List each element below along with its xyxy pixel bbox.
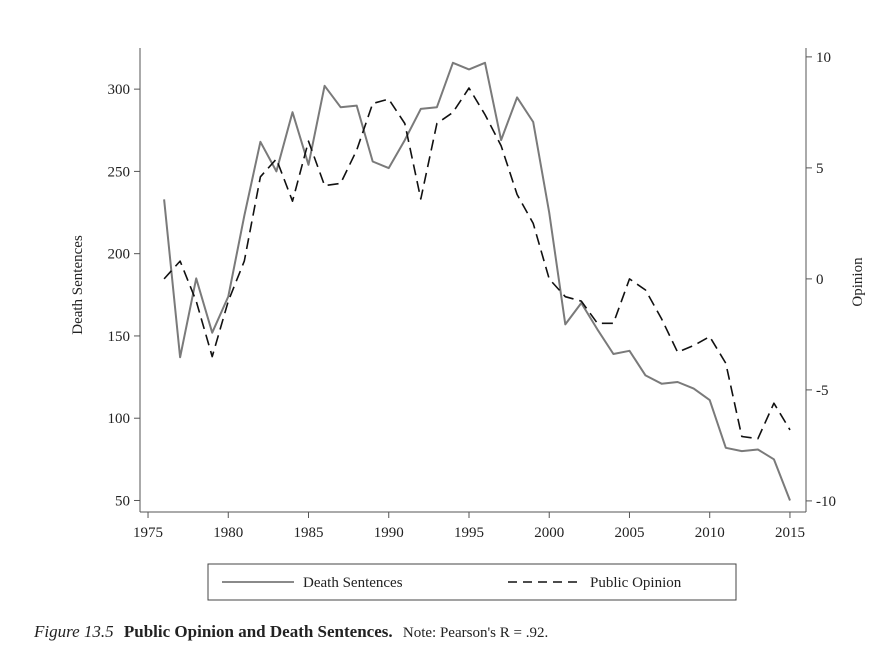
y-right-tick-label: -10 (816, 494, 836, 510)
y-left-tick-label: 150 (108, 329, 131, 345)
legend-box (207, 563, 737, 601)
x-tick-label: 1980 (213, 525, 243, 541)
y-left-tick-label: 300 (108, 82, 131, 98)
x-tick-label: 1975 (133, 525, 163, 541)
y-left-tick-label: 50 (115, 493, 130, 509)
y-left-tick-label: 100 (108, 411, 131, 427)
y-left-tick-label: 200 (108, 247, 131, 263)
plot-frame (139, 48, 807, 513)
x-axis: 1975 1980 1985 1990 1995 2000 2005 2010 2015 (133, 512, 805, 541)
figure-note: Note: Pearson's R = .92. (402, 625, 549, 641)
y-axis-left-title: Death Sentences (70, 235, 86, 335)
series-layer (163, 61, 791, 501)
x-tick-label: 2010 (695, 525, 725, 541)
right-axis: -10 -5 0 5 10 (806, 50, 836, 510)
figure-title: Public Opinion and Death Sentences. (123, 622, 393, 641)
y-right-tick-label: 0 (816, 272, 824, 288)
legend-label-public-opinion: Public Opinion (590, 575, 682, 591)
x-tick-label: 1985 (294, 525, 324, 541)
legend: Death Sentences Public Opinion (207, 563, 737, 601)
series-line-public-opinion (163, 87, 791, 440)
x-tick-label: 2000 (534, 525, 564, 541)
figure-caption: Figure 13.5 Public Opinion and Death Sen… (34, 622, 548, 642)
legend-label-death-sentences: Death Sentences (303, 575, 403, 591)
y-right-tick-label: -5 (816, 383, 829, 399)
x-tick-label: 2015 (775, 525, 805, 541)
x-tick-label: 2005 (614, 525, 644, 541)
y-axis-right-title: Opinion (850, 257, 866, 307)
y-right-tick-label: 5 (816, 161, 824, 177)
y-right-tick-label: 10 (816, 50, 831, 66)
y-left-tick-label: 250 (108, 164, 131, 180)
figure-label: Figure 13.5 (34, 622, 114, 641)
x-tick-label: 1990 (374, 525, 404, 541)
left-axis: 50 100 150 200 250 300 (108, 82, 140, 509)
series-line-death-sentences (163, 61, 791, 501)
x-tick-label: 1995 (454, 525, 484, 541)
